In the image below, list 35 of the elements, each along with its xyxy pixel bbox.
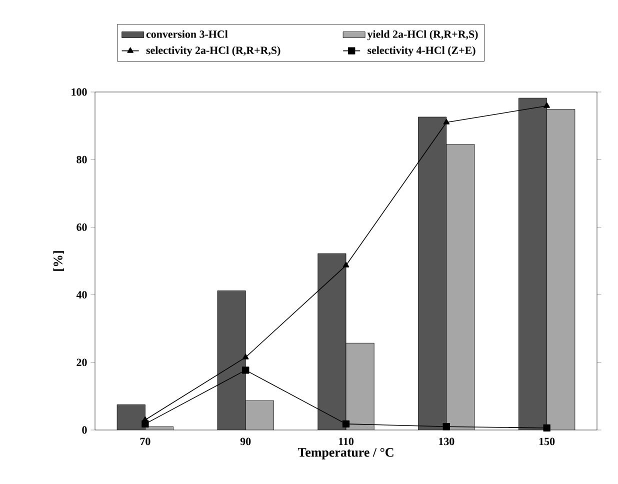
y-tick-label: 80 [76, 156, 87, 164]
x-tick-label: 70 [140, 438, 150, 446]
bar [217, 290, 246, 430]
bar [346, 342, 374, 430]
y-axis-title: [%] [53, 251, 64, 271]
x-tick-label: 90 [240, 438, 251, 446]
point [544, 102, 550, 108]
x-tick-label: 130 [439, 438, 454, 446]
legend-label: conversion 3-HCl [146, 30, 228, 38]
bar [318, 253, 346, 430]
bar [446, 144, 475, 430]
point [142, 420, 149, 428]
point [242, 366, 250, 374]
bar [418, 116, 447, 430]
y-tick-label: 0 [82, 426, 87, 434]
x-tick-label: 110 [338, 438, 354, 446]
legend-label: yield 2a-HCl (R,R+R,S) [367, 30, 478, 40]
point [442, 423, 450, 430]
x-axis-title: Temperature / °C [298, 448, 394, 460]
y-tick-label: 40 [76, 291, 87, 298]
point [443, 118, 450, 124]
y-tick-label: 20 [76, 358, 87, 366]
bar [518, 98, 548, 430]
point [342, 262, 350, 268]
point [342, 420, 350, 428]
y-tick-label: 60 [76, 224, 87, 231]
bar [546, 109, 576, 430]
bar [245, 400, 274, 430]
legend-label: selectivity 4-HCl (Z+E) [368, 46, 476, 56]
legend-label: selectivity 2a-HCl (R,R+R,S) [146, 46, 280, 56]
bar [116, 404, 146, 430]
point [543, 424, 550, 432]
point [242, 354, 249, 360]
x-tick-label: 150 [539, 438, 555, 446]
y-tick-label: 100 [72, 88, 87, 96]
